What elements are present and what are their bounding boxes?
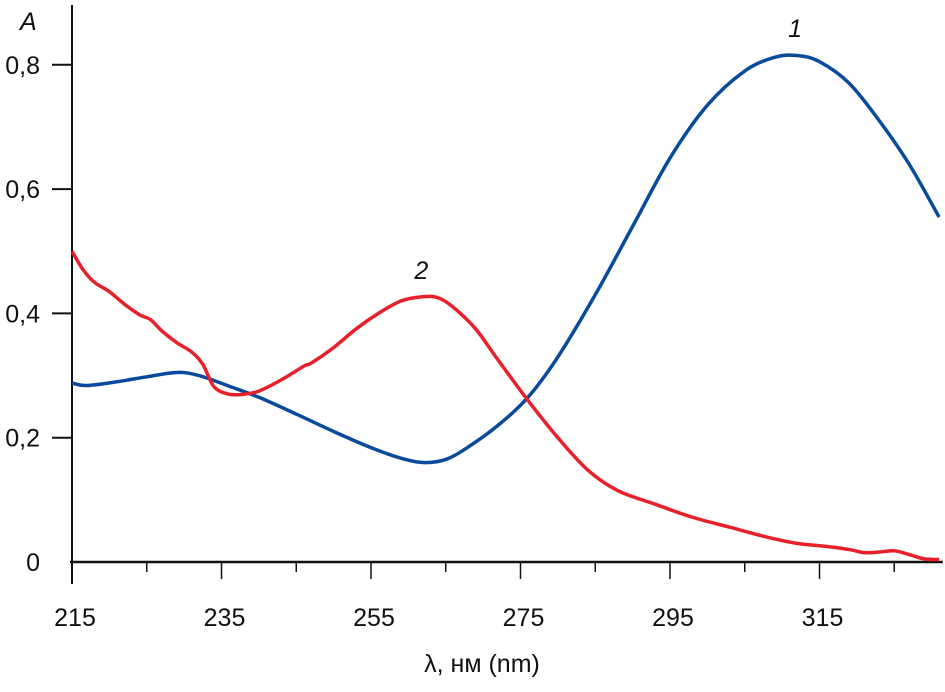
axes: 0 0,2 0,4 0,6 0,8 215 235 255 275 295 315 [5,5,943,632]
x-tick-label: 255 [353,604,395,632]
x-tick-label: 235 [204,604,246,632]
x-tick-label: 275 [503,604,545,632]
x-tick-label: 215 [54,604,96,632]
y-tick-label: 0 [26,549,40,577]
x-axis-label: λ, нм (nm) [424,650,540,678]
series-line-1 [71,53,941,465]
y-tick-label: 0,4 [5,300,40,328]
series-layer: 12 [70,15,941,562]
series-label-1: 1 [788,15,802,43]
series-label-2: 2 [413,257,428,285]
y-tick-label: 0,8 [5,52,40,80]
y-tick-label: 0,6 [5,176,40,204]
y-axis-label: A [18,8,37,36]
x-tick-label: 295 [652,604,694,632]
y-tick-label: 0,2 [5,425,40,453]
x-tick-label: 315 [802,604,844,632]
series-line-2 [70,250,940,562]
